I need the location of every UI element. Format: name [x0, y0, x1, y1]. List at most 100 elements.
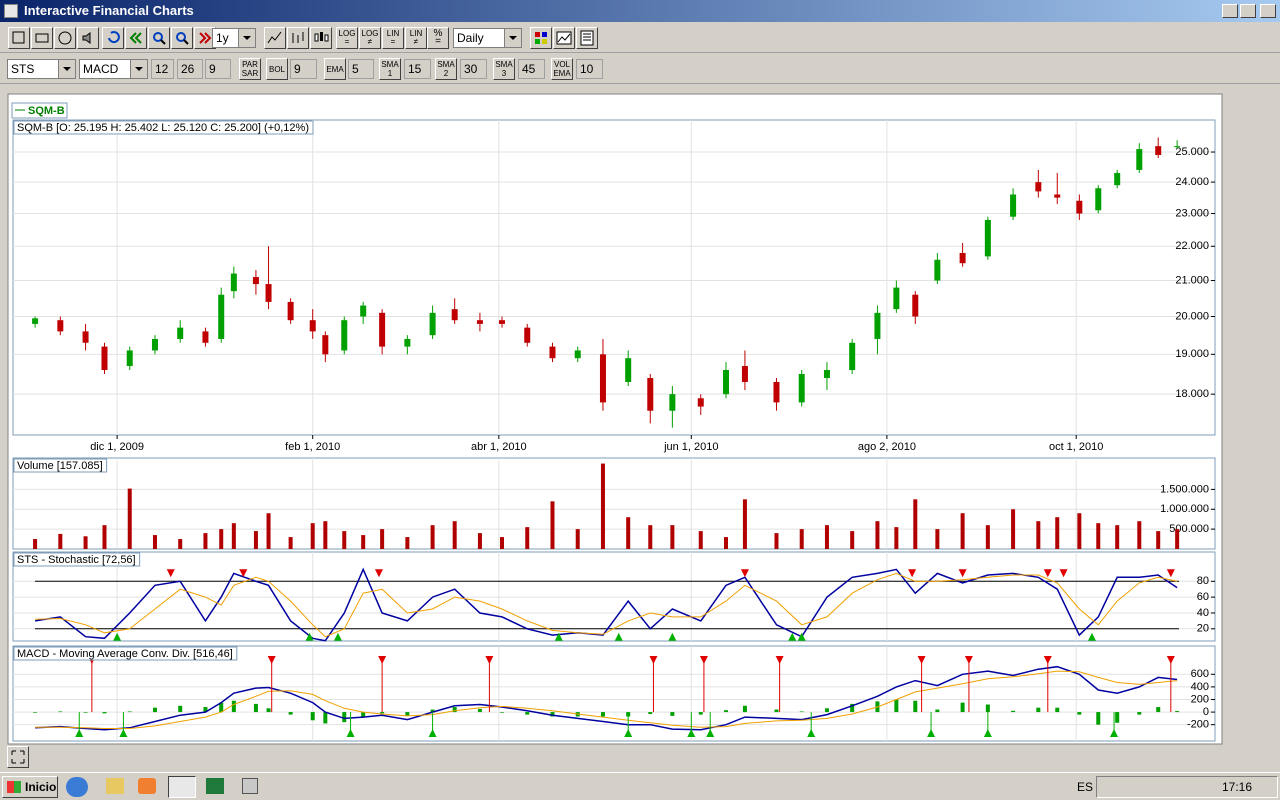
candle-body [57, 320, 64, 332]
histogram-bar [698, 712, 703, 715]
histogram-bar [477, 708, 482, 713]
volume-bar [203, 533, 208, 549]
browser-icon[interactable] [66, 777, 88, 797]
volume-bar [1055, 517, 1060, 549]
interval-select[interactable]: Daily [453, 28, 522, 48]
period-select[interactable]: 1y [212, 28, 256, 48]
media-icon[interactable] [138, 778, 156, 794]
histogram-bar [1137, 712, 1142, 715]
tool-button[interactable] [125, 27, 147, 49]
param-field[interactable]: 10 [576, 59, 603, 79]
tool-button[interactable] [54, 27, 76, 49]
param-field[interactable]: 45 [518, 59, 545, 79]
overlay-button[interactable]: SMA 1 [379, 58, 401, 80]
folder-icon[interactable] [106, 778, 124, 794]
panel-title: SQM-B [O: 25.195 H: 25.402 L: 25.120 C: … [17, 122, 309, 134]
histogram-bar [231, 700, 236, 713]
sell-signal [485, 656, 494, 664]
param-field[interactable]: 15 [404, 59, 431, 79]
volume-bar [231, 523, 236, 549]
volume-bar [127, 488, 132, 549]
sell-signal [699, 656, 708, 664]
tool-button[interactable] [171, 27, 193, 49]
calc-icon[interactable] [242, 778, 258, 794]
candle-body [1174, 146, 1181, 148]
tool-button[interactable] [8, 27, 30, 49]
param-field[interactable]: 9 [290, 59, 317, 79]
sell-signal [908, 569, 917, 578]
panel-title-box [13, 458, 108, 473]
sell-signal [1166, 656, 1175, 664]
candle-body [126, 350, 133, 367]
volume-bar [698, 531, 703, 549]
param-field[interactable]: 9 [205, 59, 231, 79]
minimize-button[interactable] [1222, 4, 1238, 18]
overlay-button[interactable]: SMA 2 [435, 58, 457, 80]
tool-button[interactable] [287, 27, 309, 49]
tool-button[interactable] [530, 27, 552, 49]
histogram-bar [723, 710, 728, 713]
tool-button[interactable] [31, 27, 53, 49]
histogram-bar [310, 712, 315, 721]
histogram-bar [742, 705, 747, 713]
close-button[interactable] [1260, 4, 1276, 18]
y-tick-label: 20.000 [1175, 310, 1209, 322]
candle-body [625, 358, 632, 382]
y-tick-label: -200 [1187, 719, 1209, 731]
tool-button[interactable] [264, 27, 286, 49]
param-field[interactable]: 26 [177, 59, 203, 79]
lin-button[interactable]: LIN = [382, 27, 404, 49]
candle-body [32, 318, 39, 324]
param-field[interactable]: 30 [460, 59, 487, 79]
task-window[interactable] [168, 776, 196, 798]
start-button[interactable]: Inicio [2, 776, 58, 798]
tool-button[interactable] [102, 27, 124, 49]
percent-button[interactable]: % = [427, 27, 449, 49]
taskbar: Inicio ES 17:16 [0, 772, 1280, 800]
candle-body [476, 320, 483, 324]
overlay-button[interactable]: BOL [266, 58, 288, 80]
y-tick-label: 40 [1197, 607, 1209, 619]
candle-body [177, 327, 184, 339]
excel-icon[interactable] [206, 778, 224, 794]
lin-button[interactable]: LIN ≠ [405, 27, 427, 49]
param-field[interactable]: 12 [151, 59, 174, 79]
fit-button[interactable] [7, 746, 29, 768]
tool-button[interactable] [553, 27, 575, 49]
volume-bar [1036, 521, 1041, 549]
buy-signal [119, 729, 128, 737]
chart-area: SQM-B 18.000 19.000 20.000 21.000 22.000 23.00… [7, 93, 1223, 745]
maximize-button[interactable] [1240, 4, 1256, 18]
volume-bar [799, 529, 804, 549]
overlay-button[interactable]: SMA 3 [493, 58, 515, 80]
histogram-bar [1096, 712, 1101, 725]
indicator-select[interactable]: MACD [79, 59, 148, 79]
panel-frame [12, 551, 1216, 642]
overlay-button[interactable]: EMA [324, 58, 346, 80]
panel-frame [12, 457, 1216, 550]
volume-bar [600, 463, 605, 549]
volume-bar [935, 529, 940, 549]
overlay-button[interactable]: PAR SAR [239, 58, 261, 80]
histogram-bar [203, 707, 208, 713]
y-tick-label: 1.000.000 [1160, 503, 1209, 515]
buy-signal [333, 632, 342, 641]
y-tick-label: 80 [1197, 575, 1209, 587]
param-field[interactable]: 5 [348, 59, 374, 79]
sell-signal [1166, 569, 1175, 578]
volume-bar [83, 536, 88, 549]
histogram-bar [323, 712, 328, 724]
tool-button[interactable] [77, 27, 99, 49]
tool-button[interactable] [148, 27, 170, 49]
symbol-select[interactable]: STS [7, 59, 76, 79]
log-button[interactable]: LOG ≠ [359, 27, 381, 49]
histogram-bar [1055, 707, 1060, 713]
candle-body [1095, 188, 1102, 211]
panel-title-box [13, 552, 141, 567]
overlay-button[interactable]: VOL EMA [551, 58, 573, 80]
volume-bar [477, 533, 482, 549]
tool-button[interactable] [576, 27, 598, 49]
tool-button[interactable] [310, 27, 332, 49]
candle-body [202, 331, 209, 343]
log-button[interactable]: LOG = [336, 27, 358, 49]
